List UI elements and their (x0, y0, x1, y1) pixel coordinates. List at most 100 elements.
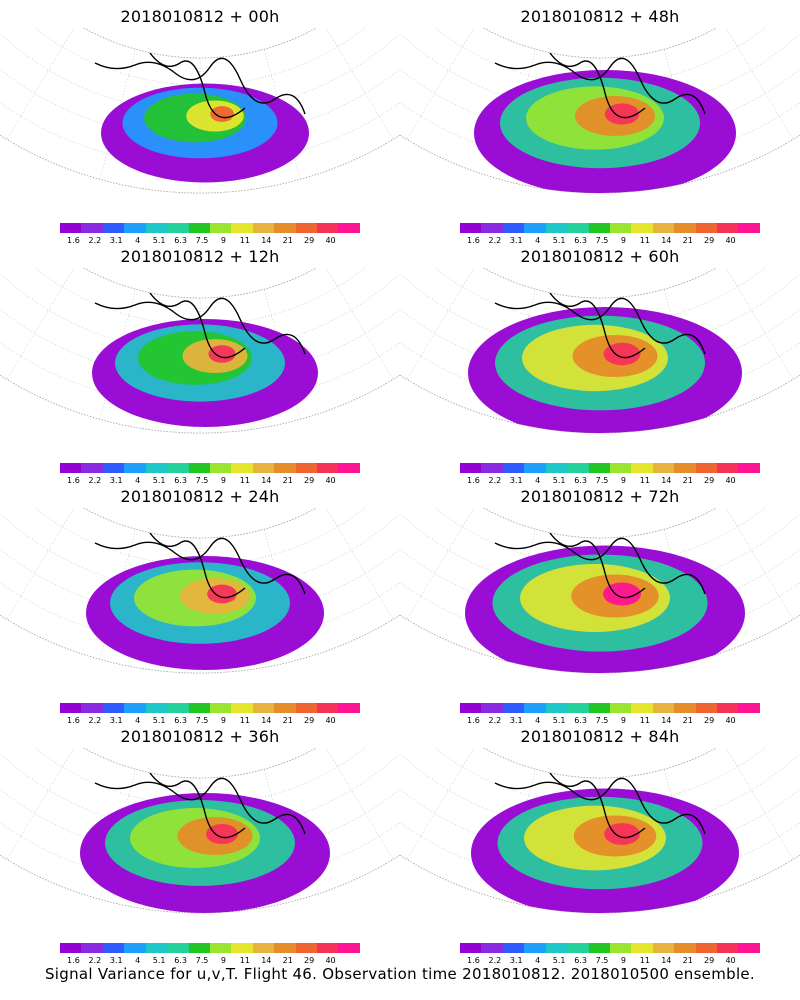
colorbar-swatch (81, 463, 103, 473)
colorbar-swatch (502, 943, 525, 953)
colorbar-tick-label: 3.1 (109, 716, 123, 725)
colorbar-swatch (231, 463, 253, 473)
colorbar-swatch (209, 943, 232, 953)
colorbar-tick-label: 6.3 (174, 956, 187, 965)
colorbar-swatch (502, 703, 525, 713)
variance-field (465, 545, 745, 673)
colorbar-swatch (102, 463, 125, 473)
colorbar-swatch (567, 943, 589, 953)
colorbar-swatch (460, 943, 482, 953)
colorbar-tick-label: 14 (261, 716, 272, 725)
colorbar-tick-label: 29 (704, 956, 715, 965)
colorbar-swatch (631, 943, 653, 953)
colorbar-swatch (167, 703, 189, 713)
colorbar-tick-label: 29 (704, 716, 715, 725)
colorbar-swatch (609, 943, 632, 953)
colorbar-swatch (102, 703, 125, 713)
panel-title: 2018010812 + 60h (520, 247, 680, 266)
colorbar-tick-label: 11 (639, 236, 650, 245)
colorbar-tick-label: 1.6 (467, 476, 480, 485)
colorbar-swatch (274, 703, 296, 713)
colorbar-swatch (524, 703, 546, 713)
coastline (94, 52, 306, 119)
colorbar-tick-label: 6.3 (574, 956, 587, 965)
colorbar-swatch (502, 223, 525, 233)
colorbar-tick-label: 5.1 (152, 476, 166, 485)
colorbar-swatch (60, 223, 82, 233)
colorbar (460, 463, 760, 473)
colorbar-swatch (588, 703, 610, 713)
colorbar-swatch (481, 703, 503, 713)
colorbar-tick-label: 5.1 (552, 716, 566, 725)
colorbar-swatch (567, 463, 589, 473)
colorbar-swatch (460, 463, 482, 473)
colorbar-swatch (631, 463, 653, 473)
colorbar-tick-label: 9 (220, 716, 226, 725)
colorbar-tick-label: 1.6 (67, 476, 80, 485)
colorbar-tick-label: 6.3 (574, 476, 587, 485)
colorbar-tick-label: 29 (304, 956, 315, 965)
colorbar-tick-label: 9 (220, 956, 226, 965)
colorbar-swatch (252, 463, 275, 473)
colorbar-tick-label: 21 (682, 716, 693, 725)
variance-map (0, 268, 400, 434)
colorbar-tick-label: 7.5 (595, 956, 609, 965)
colorbar-labels: 1.6 2.2 3.1 4 5.1 6.3 7.5 9 11 14 21 29 40 (50, 956, 370, 966)
colorbar-swatch (274, 943, 296, 953)
colorbar-tick-label: 7.5 (595, 236, 609, 245)
colorbar-tick-label: 14 (261, 236, 272, 245)
colorbar-swatch (317, 943, 339, 953)
colorbar-swatch (317, 463, 339, 473)
colorbar-tick-label: 5.1 (152, 716, 166, 725)
colorbar-swatch (167, 943, 189, 953)
colorbar (460, 943, 760, 953)
colorbar-tick-label: 14 (261, 956, 272, 965)
colorbar-tick-label: 9 (220, 476, 226, 485)
colorbar-swatch (338, 703, 360, 713)
colorbar-tick-label: 4 (535, 956, 541, 965)
colorbar-swatch (567, 223, 589, 233)
variance-map (0, 28, 400, 194)
colorbar-swatch (209, 223, 232, 233)
colorbar-swatch (717, 943, 739, 953)
colorbar-swatch (231, 943, 253, 953)
variance-field (468, 307, 742, 433)
colorbar-tick-label: 29 (704, 476, 715, 485)
colorbar-tick-label: 7.5 (595, 476, 609, 485)
variance-map (0, 748, 400, 914)
colorbar-tick-label: 7.5 (595, 716, 609, 725)
colorbar-swatch (81, 223, 103, 233)
coastline (494, 52, 706, 119)
colorbar-tick-label: 29 (304, 716, 315, 725)
colorbar-swatch (295, 463, 318, 473)
figure-caption: Signal Variance for u,v,T. Flight 46. Ob… (44, 965, 756, 983)
colorbar-swatch (695, 703, 718, 713)
colorbar-tick-label: 6.3 (574, 236, 587, 245)
colorbar-swatch (124, 703, 146, 713)
colorbar-tick-label: 5.1 (152, 236, 166, 245)
colorbar-tick-label: 14 (261, 476, 272, 485)
panel-title: 2018010812 + 48h (520, 7, 680, 26)
colorbar-tick-label: 11 (239, 236, 250, 245)
variance-field (474, 70, 736, 193)
colorbar-swatch (460, 703, 482, 713)
forecast-panel: 2018010812 + 84h 1.6 2.2 3.1 4 5.1 6.3 7.5 9 11 14… (400, 720, 800, 965)
colorbar-swatch (695, 463, 718, 473)
colorbar-swatch (81, 943, 103, 953)
colorbar-tick-label: 3.1 (509, 476, 523, 485)
colorbar-swatch (145, 223, 168, 233)
colorbar-swatch (524, 223, 546, 233)
colorbar-tick-label: 2.2 (488, 956, 502, 965)
colorbar-tick-label: 6.3 (174, 236, 187, 245)
colorbar-swatch (317, 703, 339, 713)
colorbar-tick-label: 7.5 (195, 716, 209, 725)
colorbar-tick-label: 9 (620, 716, 626, 725)
colorbar-tick-label: 21 (682, 236, 693, 245)
forecast-panel: 2018010812 + 00h 1.6 2.2 3.1 4 5.1 6.3 7.5 9 11 14… (0, 0, 400, 245)
colorbar-swatch (145, 463, 168, 473)
colorbar-tick-label: 2.2 (88, 716, 102, 725)
colorbar (60, 943, 360, 953)
colorbar-tick-label: 29 (704, 236, 715, 245)
colorbar-swatch (338, 463, 360, 473)
panel-title: 2018010812 + 36h (120, 727, 280, 746)
